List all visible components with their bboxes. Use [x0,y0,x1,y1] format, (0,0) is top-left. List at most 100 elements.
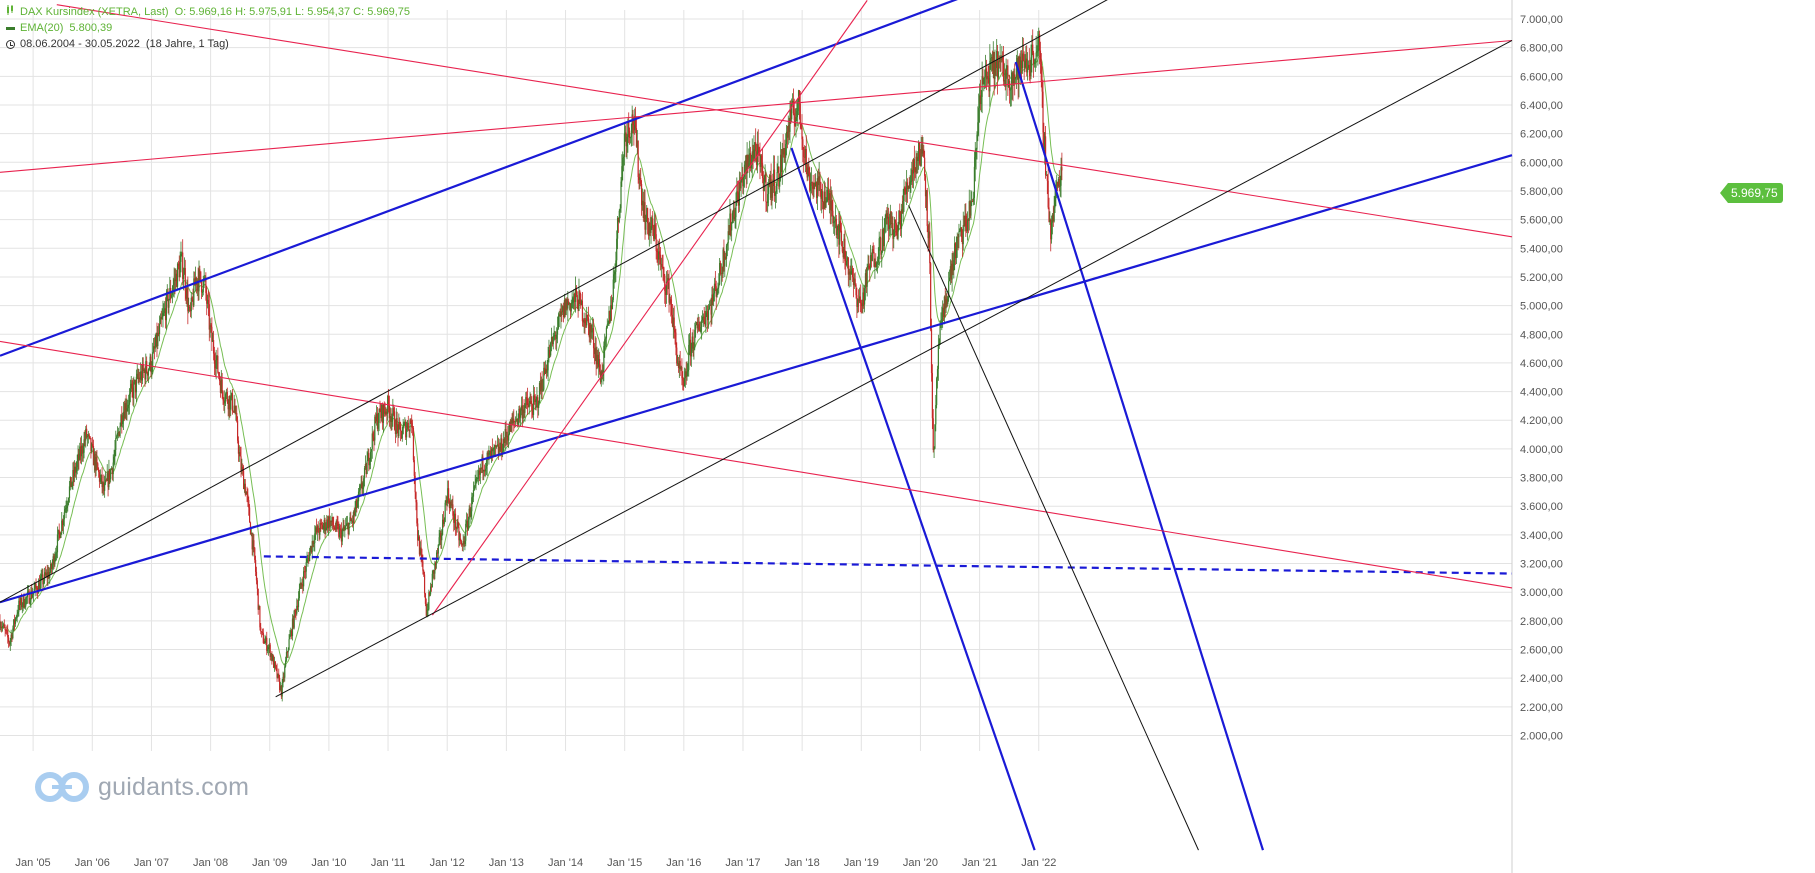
candle-body [92,444,94,446]
candle-body [102,482,104,488]
candle-body [698,324,700,330]
x-tick-label: Jan '13 [489,857,524,869]
candle-body [822,201,825,209]
x-tick-label: Jan '19 [844,857,879,869]
y-tick-label: 5.400,00 [1520,243,1563,255]
candle-body [168,299,170,308]
candle-body [531,403,533,411]
candle-body [939,324,941,345]
blue-trendline [263,555,1513,575]
candle-body [998,60,1000,63]
candle-body [369,451,372,462]
candle-body [690,342,692,357]
candle-body [45,572,47,576]
candle-body [579,291,581,295]
candle-body [646,207,649,224]
candle-body [461,544,463,546]
candle-body [223,400,225,404]
candle-body [87,434,89,437]
candle-body [844,238,846,262]
candle-body [215,360,217,369]
candle-body [881,251,883,255]
candle-body [557,316,559,329]
candle-body [386,411,388,414]
candle-body [889,211,891,226]
candle-body [365,463,367,474]
candle-body [568,301,570,305]
candle-body [315,527,318,533]
candle-body [847,257,849,275]
candle-body [467,519,469,530]
candle-body [520,405,523,411]
candle-body [829,193,831,211]
candle-body [626,137,628,147]
candle-body [555,335,557,339]
candle-body [563,300,565,318]
candle-body [373,437,375,441]
candle-body [453,515,455,523]
candle-body [330,520,332,523]
candle-body [852,277,855,286]
candle-body [851,268,853,271]
candle-body [642,200,644,218]
candle-body [394,429,397,435]
candle-body [717,287,719,289]
candle-body [94,454,96,471]
candle-body [354,508,356,516]
candle-body [400,430,403,439]
candle-body [827,189,830,201]
candle-body [842,251,844,258]
candle-body [60,532,62,538]
candle-body [697,324,699,329]
candle-body [18,600,20,612]
candle-body [1047,180,1049,208]
candle-body [9,639,11,645]
candle-body [206,292,208,304]
candle-body [401,433,403,439]
candle-body [671,304,673,315]
candle-body [413,460,415,476]
candle-body [212,340,214,342]
candle-body [1024,61,1026,68]
y-axis: 2.000,00 2.200,00 2.400,00 2.600,00 2.800,00… [1520,14,1563,743]
candle-body [204,277,206,279]
candle-body [116,436,118,439]
candle-body [546,370,548,373]
candle-body [62,520,64,526]
candle-body [973,166,975,198]
candle-body [29,602,31,604]
candle-body [337,523,339,526]
candle-body [660,263,662,265]
candle-body [136,373,138,377]
candle-body [938,344,940,346]
y-tick-label: 3.000,00 [1520,587,1563,599]
candle-body [234,405,236,414]
candle-body [598,359,601,372]
candle-body [346,523,348,525]
candle-body [545,368,547,373]
candle-body [487,452,489,455]
candle-body [173,279,175,286]
candle-body [772,183,774,186]
candle-body [713,283,716,294]
candle-body [303,571,306,573]
trendline-drawings[interactable] [0,0,1513,851]
candle-body [444,502,446,522]
candle-body [13,619,16,624]
candle-body [716,288,718,297]
candle-body [525,397,527,406]
ema-swatch-icon [6,26,15,30]
candle-body [1021,53,1024,69]
candle-body [96,457,98,464]
candle-body [36,587,38,592]
candle-body [74,466,77,473]
y-tick-label: 2.800,00 [1520,616,1563,628]
candle-body [450,501,452,506]
candle-body [1007,65,1009,87]
candle-body [56,552,58,554]
candle-body [954,243,957,259]
candle-body [899,210,901,218]
candle-body [588,323,590,338]
candle-body [349,517,351,524]
